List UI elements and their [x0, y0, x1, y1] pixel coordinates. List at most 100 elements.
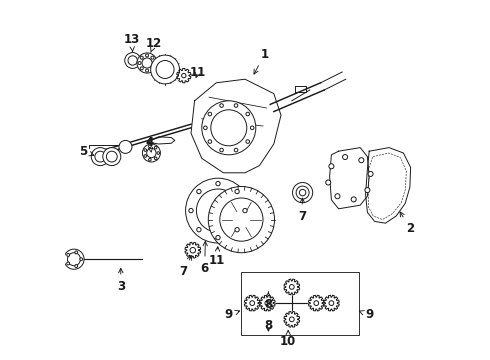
Circle shape [216, 181, 220, 186]
Circle shape [235, 228, 239, 232]
Circle shape [91, 148, 109, 166]
Circle shape [351, 197, 356, 202]
Circle shape [234, 104, 238, 107]
Polygon shape [185, 242, 200, 258]
Circle shape [208, 112, 212, 116]
Text: 12: 12 [146, 37, 162, 53]
Text: 9: 9 [359, 309, 373, 321]
Circle shape [147, 148, 156, 158]
Polygon shape [284, 279, 300, 295]
Circle shape [140, 67, 143, 70]
Circle shape [234, 148, 238, 152]
Circle shape [189, 208, 193, 213]
Circle shape [75, 265, 77, 267]
Circle shape [140, 56, 143, 59]
Text: 8: 8 [264, 319, 272, 332]
Text: 5: 5 [79, 145, 94, 158]
Text: 4: 4 [146, 136, 154, 152]
Circle shape [103, 148, 121, 166]
Polygon shape [308, 295, 324, 311]
Circle shape [95, 151, 106, 162]
Text: 7: 7 [180, 256, 192, 278]
Circle shape [208, 186, 274, 253]
Text: 10: 10 [280, 330, 296, 348]
Polygon shape [245, 295, 260, 311]
Circle shape [211, 110, 247, 146]
Circle shape [75, 251, 77, 254]
Circle shape [197, 189, 201, 194]
Circle shape [182, 73, 186, 78]
Circle shape [142, 58, 152, 68]
Polygon shape [177, 68, 191, 83]
Circle shape [137, 53, 157, 73]
Circle shape [64, 249, 84, 269]
Text: 13: 13 [123, 33, 140, 52]
Circle shape [329, 301, 334, 306]
Text: 1: 1 [254, 48, 269, 74]
Circle shape [151, 56, 154, 59]
Circle shape [290, 317, 294, 322]
Circle shape [119, 140, 132, 153]
Circle shape [250, 301, 255, 306]
Circle shape [343, 154, 347, 159]
Circle shape [125, 53, 141, 68]
Circle shape [220, 198, 263, 241]
Polygon shape [295, 86, 306, 92]
Circle shape [106, 151, 117, 162]
Text: 6: 6 [200, 242, 209, 275]
Circle shape [148, 145, 151, 148]
Circle shape [146, 69, 148, 72]
Circle shape [146, 54, 148, 57]
Circle shape [368, 171, 373, 176]
Circle shape [67, 262, 70, 265]
Bar [241, 272, 360, 335]
Circle shape [80, 258, 83, 261]
Circle shape [299, 189, 306, 196]
Polygon shape [260, 295, 275, 311]
Circle shape [290, 284, 294, 289]
Circle shape [243, 208, 247, 213]
Circle shape [143, 144, 160, 162]
Text: 11: 11 [209, 247, 225, 267]
Circle shape [235, 189, 239, 194]
Circle shape [68, 253, 80, 266]
Polygon shape [284, 311, 300, 327]
Text: 2: 2 [400, 212, 415, 235]
Circle shape [154, 147, 157, 149]
Circle shape [250, 126, 254, 130]
Circle shape [151, 67, 154, 70]
Text: 9: 9 [225, 309, 240, 321]
Circle shape [208, 140, 212, 143]
Circle shape [220, 104, 223, 107]
Circle shape [186, 178, 250, 243]
Circle shape [246, 112, 249, 116]
Circle shape [154, 157, 157, 159]
Circle shape [153, 62, 156, 64]
Circle shape [157, 152, 160, 154]
Text: 8: 8 [264, 292, 272, 311]
Circle shape [197, 228, 201, 232]
Circle shape [196, 189, 240, 232]
Circle shape [67, 253, 70, 256]
Circle shape [329, 164, 334, 169]
Circle shape [220, 148, 223, 152]
Circle shape [326, 180, 331, 185]
Text: 11: 11 [190, 66, 206, 78]
Text: 7: 7 [298, 198, 306, 222]
Circle shape [144, 149, 147, 151]
Circle shape [156, 60, 174, 78]
Circle shape [246, 140, 249, 143]
Polygon shape [366, 148, 411, 223]
Circle shape [151, 55, 179, 84]
Circle shape [190, 247, 196, 253]
Circle shape [144, 155, 147, 157]
Circle shape [265, 301, 270, 306]
Circle shape [202, 101, 256, 155]
Circle shape [148, 158, 151, 161]
Circle shape [128, 56, 137, 65]
Polygon shape [330, 148, 369, 209]
Circle shape [359, 158, 364, 163]
Circle shape [335, 194, 340, 199]
Circle shape [365, 188, 370, 193]
Circle shape [138, 62, 141, 64]
